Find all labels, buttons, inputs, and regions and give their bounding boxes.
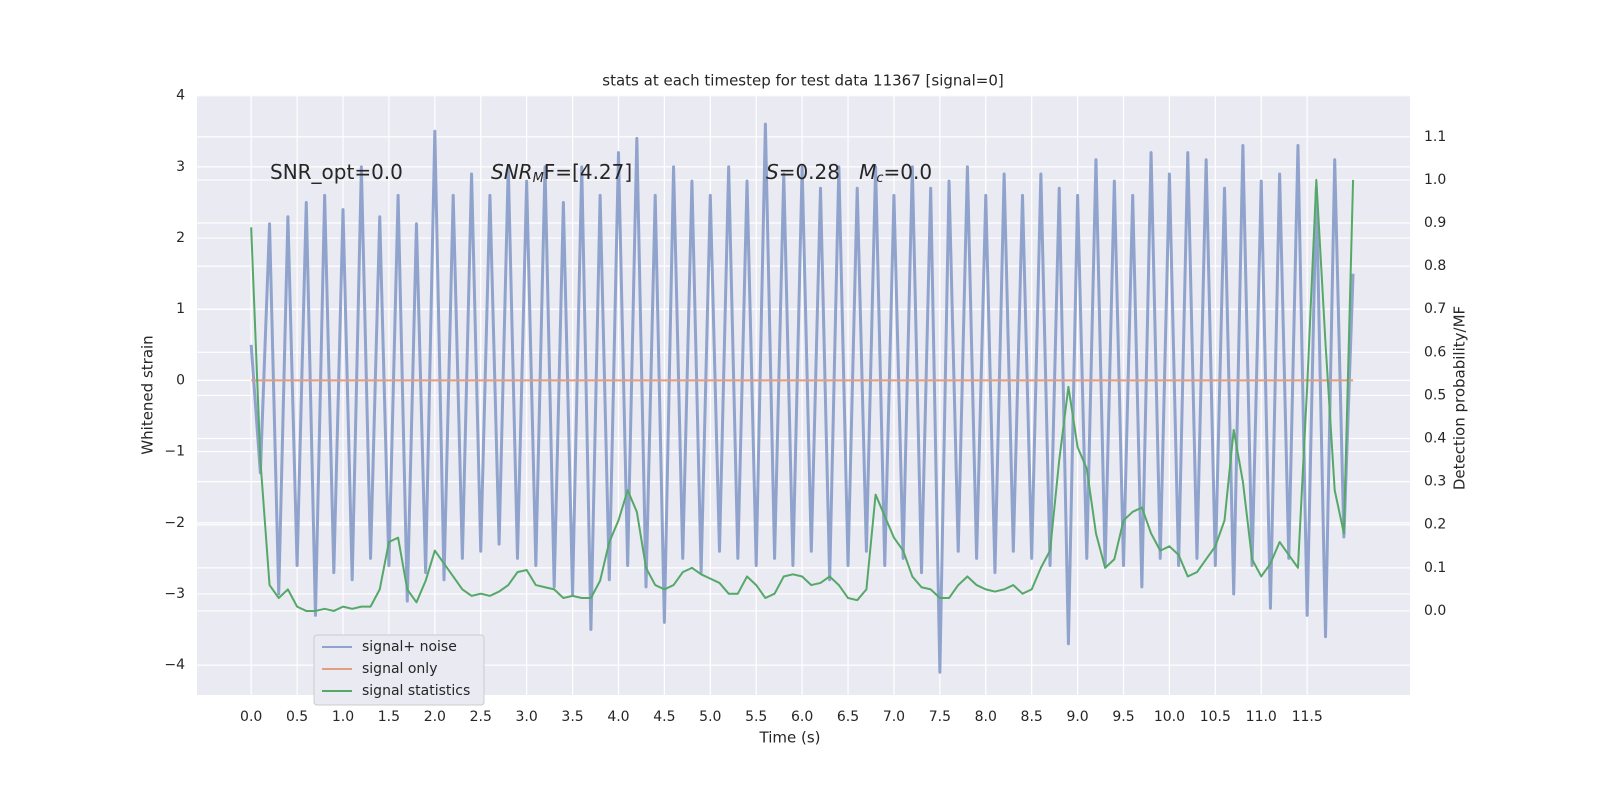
annotation-text: SNR xyxy=(491,160,533,184)
x-tick-label: 2.0 xyxy=(424,709,446,725)
y2-tick-label: 1.1 xyxy=(1424,129,1446,145)
x-tick-label: 6.0 xyxy=(791,709,813,725)
x-tick-label: 11.5 xyxy=(1292,709,1323,725)
x-tick-label: 1.5 xyxy=(378,709,400,725)
y2-tick-label: 0.1 xyxy=(1424,560,1446,576)
y2-tick-label: 1.0 xyxy=(1424,172,1446,188)
series-line xyxy=(250,178,1355,612)
annotation-sub: c xyxy=(876,171,883,186)
y-tick-label: −4 xyxy=(164,657,185,673)
y-tick-label: −3 xyxy=(164,586,185,602)
x-tick-label: 9.0 xyxy=(1066,709,1088,725)
annotation-sub: M xyxy=(533,171,544,186)
y2-tick-label: 0.8 xyxy=(1424,258,1446,274)
legend: signal+ noise signal only signal statistic… xyxy=(313,634,485,706)
annotation: S=0.28 Mc=0.0 xyxy=(766,160,932,186)
annotation-text: =0.0 xyxy=(884,160,933,184)
series-line xyxy=(249,122,1355,674)
annotation-text: S xyxy=(766,160,779,184)
legend-label: signal statistics xyxy=(362,683,470,699)
y2-tick-label: 0.7 xyxy=(1424,301,1446,317)
y-tick-label: 3 xyxy=(176,159,185,175)
x-tick-label: 11.0 xyxy=(1246,709,1277,725)
x-tick-label: 7.0 xyxy=(883,709,905,725)
annotation-text: M xyxy=(859,160,876,184)
annotation-text: F=[4.27] xyxy=(544,160,632,184)
x-tick-label: 1.0 xyxy=(332,709,354,725)
marks xyxy=(249,122,1355,674)
y-tick-label: −2 xyxy=(164,515,185,531)
x-tick-label: 8.0 xyxy=(975,709,997,725)
x-tick-label: 5.5 xyxy=(745,709,767,725)
x-tick-label: 4.0 xyxy=(607,709,629,725)
y-tick-label: 0 xyxy=(176,372,185,388)
x-tick-label: 3.0 xyxy=(516,709,538,725)
x-tick-label: 5.0 xyxy=(699,709,721,725)
x-tick-label: 9.5 xyxy=(1112,709,1134,725)
annotation: SNR_opt=0.0 xyxy=(270,160,403,184)
x-tick-label: 0.0 xyxy=(240,709,262,725)
legend-label: signal only xyxy=(362,661,437,677)
y2-tick-label: 0.3 xyxy=(1424,474,1446,490)
x-tick-label: 2.5 xyxy=(470,709,492,725)
annotation-text: =0.28 xyxy=(779,160,859,184)
y2-tick-label: 0.9 xyxy=(1424,215,1446,231)
y-tick-label: 2 xyxy=(176,230,185,246)
x-tick-label: 6.5 xyxy=(837,709,859,725)
x-tick-label: 8.5 xyxy=(1021,709,1043,725)
annotation: SNRMF=[4.27] xyxy=(491,160,632,186)
y2-tick-label: 0.0 xyxy=(1424,603,1446,619)
y2-tick-label: 0.2 xyxy=(1424,517,1446,533)
y-tick-label: 1 xyxy=(176,301,185,317)
y2-tick-label: 0.5 xyxy=(1424,387,1446,403)
x-tick-label: 0.5 xyxy=(286,709,308,725)
legend-box xyxy=(313,634,485,706)
x-axis-label: Time (s) xyxy=(759,729,821,747)
x-tick-label: 7.5 xyxy=(929,709,951,725)
legend-label: signal+ noise xyxy=(362,639,457,655)
x-tick-label: 3.5 xyxy=(561,709,583,725)
y-axis-label: Whitened strain xyxy=(139,335,157,454)
y2-tick-label: 0.6 xyxy=(1424,344,1446,360)
x-tick-label: 4.5 xyxy=(653,709,675,725)
chart-title: stats at each timestep for test data 113… xyxy=(602,72,1003,90)
y-tick-label: 4 xyxy=(176,88,185,104)
y2-tick-label: 0.4 xyxy=(1424,431,1446,447)
annotation-text: SNR_opt=0.0 xyxy=(270,160,403,184)
y2-axis-label: Detection probability/MF xyxy=(1451,306,1469,490)
x-tick-label: 10.5 xyxy=(1200,709,1231,725)
y-tick-label: −1 xyxy=(164,444,185,460)
x-tick-label: 10.0 xyxy=(1154,709,1185,725)
